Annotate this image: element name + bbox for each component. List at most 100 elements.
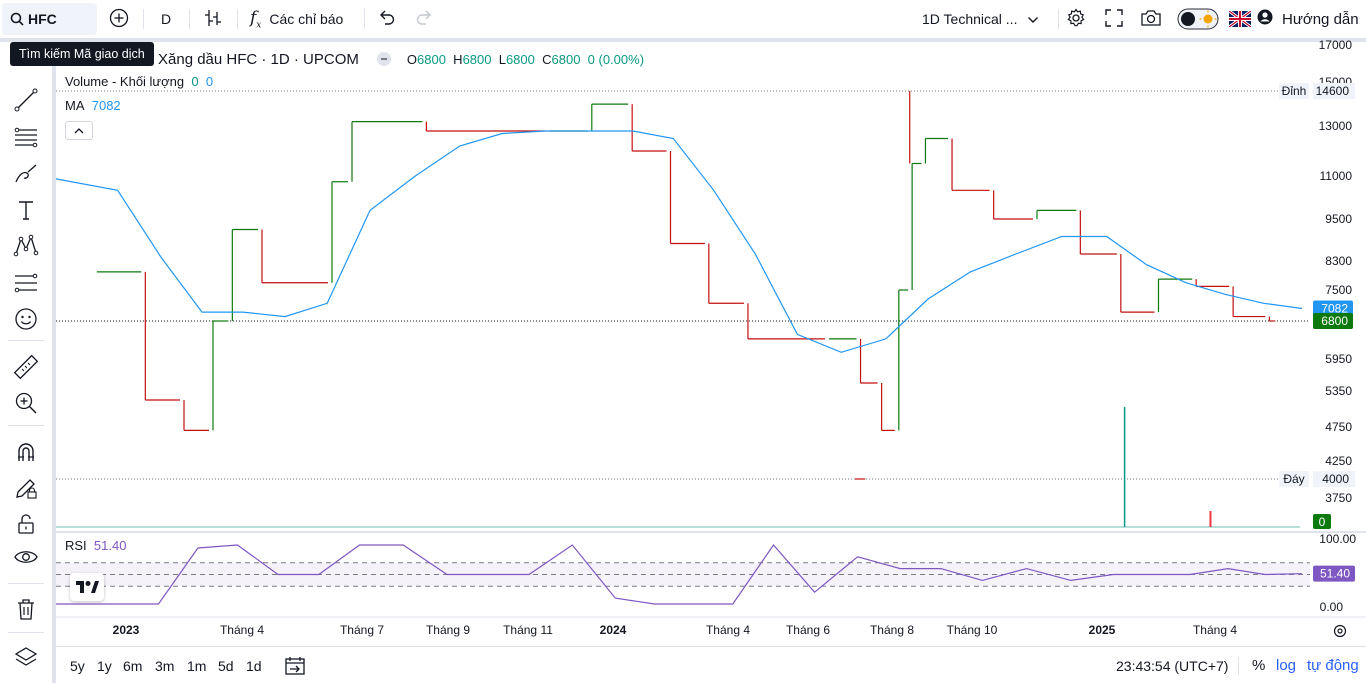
time-tick-label: 2024 xyxy=(600,623,627,637)
magnet-icon xyxy=(18,443,34,461)
toolbar-divider xyxy=(8,425,44,426)
snapshot-button[interactable] xyxy=(1139,0,1163,38)
price-tick-label: 3750 xyxy=(1325,491,1352,505)
time-tick-label: Tháng 11 xyxy=(503,623,553,637)
range-button-3m[interactable]: 3m xyxy=(155,657,175,674)
search-icon xyxy=(10,12,24,26)
brush-tool[interactable] xyxy=(11,159,41,189)
language-button[interactable] xyxy=(1229,0,1251,38)
long-position-icon xyxy=(14,273,38,293)
time-tick-label: Tháng 9 xyxy=(426,623,470,637)
time-tick-label: 2025 xyxy=(1089,623,1116,637)
o-label: O xyxy=(406,51,418,67)
toolbar-divider xyxy=(237,9,238,29)
draw-lock-tool[interactable] xyxy=(11,473,41,503)
range-button-5d[interactable]: 5d xyxy=(218,657,234,674)
ma-tag-bg xyxy=(1313,300,1353,317)
high-tag-bg xyxy=(1279,83,1309,99)
time-tick-label: Tháng 4 xyxy=(1193,623,1237,637)
time-tick-label: Tháng 4 xyxy=(220,623,264,637)
range-button-6m[interactable]: 6m xyxy=(123,657,143,674)
pattern-tool[interactable] xyxy=(11,231,41,261)
object-tree-button[interactable] xyxy=(11,642,41,672)
tradingview-logo[interactable] xyxy=(70,573,104,601)
percent-scale-button[interactable]: % xyxy=(1252,647,1265,684)
axis-settings-icon xyxy=(1333,624,1347,638)
high-value-label: 14600 xyxy=(1316,84,1350,98)
brush-icon xyxy=(15,164,37,183)
auto-scale-button[interactable]: tự động xyxy=(1307,647,1359,684)
range-button-1m[interactable]: 1m xyxy=(187,657,207,674)
range-button-1d[interactable]: 1d xyxy=(246,657,262,674)
price-tick-label: 5350 xyxy=(1325,384,1352,398)
compare-add-button[interactable] xyxy=(106,0,132,38)
zoom-tool[interactable] xyxy=(11,388,41,418)
log-scale-button[interactable]: log xyxy=(1276,647,1296,684)
fib-tool[interactable] xyxy=(11,122,41,152)
forecast-tool[interactable] xyxy=(11,268,41,298)
lock-tool[interactable] xyxy=(11,509,41,539)
lock-icon xyxy=(18,514,34,534)
eye-icon xyxy=(14,551,38,563)
toolbar-divider xyxy=(8,632,44,633)
interval-button[interactable]: D xyxy=(154,0,178,38)
redo-icon xyxy=(415,10,433,29)
ruler-icon xyxy=(13,354,39,380)
drawing-toolbar xyxy=(0,42,52,683)
fullscreen-button[interactable] xyxy=(1102,0,1126,38)
volume-tag-label: 0 xyxy=(1319,515,1326,529)
ma-label: MA xyxy=(65,98,85,113)
range-button-1y[interactable]: 1y xyxy=(97,657,112,674)
c-value: 6800 xyxy=(551,51,581,67)
l-label: L xyxy=(498,51,506,67)
remove-drawings-button[interactable] xyxy=(11,594,41,624)
toolbar-divider xyxy=(364,9,365,29)
theme-toggle[interactable] xyxy=(1177,0,1219,38)
legend-eye-dot[interactable] xyxy=(376,52,391,66)
visibility-tool[interactable] xyxy=(11,542,41,572)
ma-legend: MA 7082 xyxy=(65,98,121,113)
indicators-button[interactable]: fx Các chỉ báo xyxy=(250,0,343,38)
ma-tag-label: 7082 xyxy=(1321,302,1348,316)
magnet-tool[interactable] xyxy=(11,437,41,467)
time-tick-label: 2023 xyxy=(113,623,140,637)
guide-button[interactable]: Hướng dẫn xyxy=(1257,0,1359,38)
icon-tool[interactable] xyxy=(11,304,41,334)
toolbar-separator xyxy=(52,42,56,683)
goto-date-button[interactable] xyxy=(284,647,306,684)
undo-button[interactable] xyxy=(377,0,397,38)
time-tick-label: Tháng 7 xyxy=(340,623,384,637)
symbol-search-button[interactable]: HFC xyxy=(2,3,97,35)
redo-button[interactable] xyxy=(414,0,434,38)
layout-menu-button[interactable]: 1D Technical ... xyxy=(922,0,1039,38)
volume-legend: Volume - Khối lượng 0 0 xyxy=(65,74,213,89)
low-tag-bg xyxy=(1279,471,1309,487)
layers-icon xyxy=(14,647,38,666)
symbol-name: HFC xyxy=(28,11,57,27)
trend-line-tool[interactable] xyxy=(11,85,41,115)
undo-icon xyxy=(378,10,396,29)
plot-background xyxy=(56,42,1310,646)
fullscreen-icon xyxy=(1105,8,1123,30)
ma-value: 7082 xyxy=(91,98,121,113)
toolbar-divider xyxy=(8,340,44,341)
clock-display[interactable]: 23:43:54 (UTC+7) xyxy=(1116,647,1228,684)
range-button-5y[interactable]: 5y xyxy=(70,657,85,674)
h-value: 6800 xyxy=(462,51,492,67)
settings-button[interactable] xyxy=(1064,0,1088,38)
text-tool[interactable] xyxy=(11,195,41,225)
measure-tool[interactable] xyxy=(11,352,41,382)
rsi-legend: RSI 51.40 xyxy=(65,538,126,553)
smiley-icon xyxy=(15,308,37,330)
rsi-line xyxy=(56,544,1303,605)
legend-collapse-button[interactable] xyxy=(65,121,93,140)
toolbar-divider xyxy=(143,9,144,29)
bars-chart-icon xyxy=(203,8,223,31)
gear-icon xyxy=(1066,7,1086,31)
toolbar-divider xyxy=(189,9,190,29)
percent-label: % xyxy=(1252,657,1266,674)
chart-type-button[interactable] xyxy=(201,0,225,38)
price-tick-label: 13000 xyxy=(1319,119,1353,133)
price-axis-background xyxy=(1310,42,1366,646)
